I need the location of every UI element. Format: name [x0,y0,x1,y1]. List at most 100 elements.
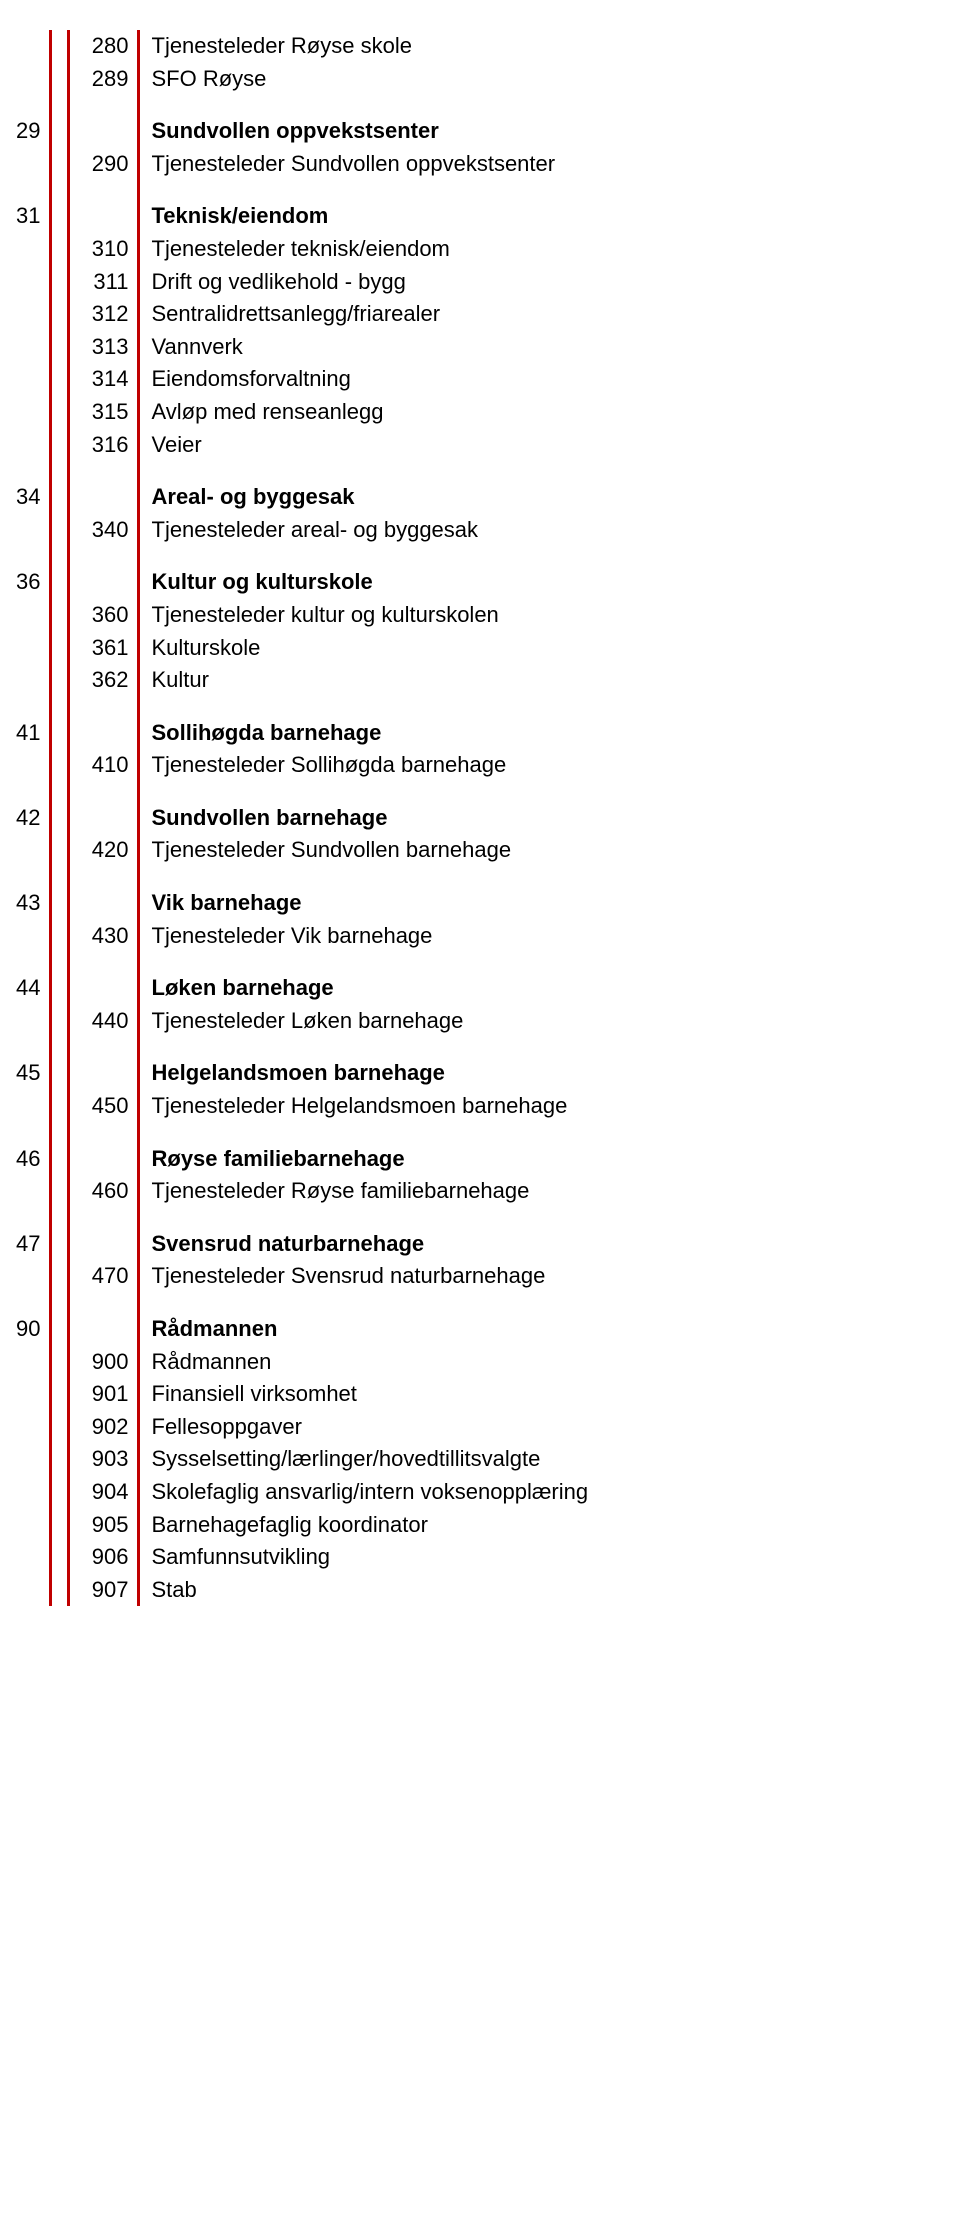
child-code: 314 [68,363,138,396]
outline-row: 907Stab [0,1574,920,1607]
section-heading: Sundvollen barnehage [138,802,920,835]
parent-code [0,697,50,717]
label [138,461,920,481]
outline-row: 361Kulturskole [0,632,920,665]
label [138,1293,920,1313]
item-label: Finansiell virksomhet [138,1378,920,1411]
parent-code [0,180,50,200]
outline-row [0,1037,920,1057]
outline-row [0,782,920,802]
child-code [68,1123,138,1143]
parent-code [0,331,50,364]
parent-code: 43 [0,887,50,920]
item-label: Drift og vedlikehold - bygg [138,266,920,299]
parent-code [0,1260,50,1293]
item-label: Kulturskole [138,632,920,665]
child-code [68,717,138,750]
child-code [68,566,138,599]
child-code: 310 [68,233,138,266]
parent-code [0,546,50,566]
parent-code: 45 [0,1057,50,1090]
child-code: 470 [68,1260,138,1293]
item-label: Tjenesteleder areal- og byggesak [138,514,920,547]
outline-row [0,952,920,972]
child-code: 316 [68,429,138,462]
child-code: 313 [68,331,138,364]
section-heading: Løken barnehage [138,972,920,1005]
child-code: 290 [68,148,138,181]
child-code [68,180,138,200]
child-code: 311 [68,266,138,299]
parent-code [0,1090,50,1123]
section-heading: Sollihøgda barnehage [138,717,920,750]
item-label: Samfunnsutvikling [138,1541,920,1574]
outline-row: 43Vik barnehage [0,887,920,920]
parent-code [0,1541,50,1574]
parent-code [0,1037,50,1057]
outline-row: 430Tjenesteleder Vik barnehage [0,920,920,953]
child-code: 460 [68,1175,138,1208]
item-label: Skolefaglig ansvarlig/intern voksenopplæ… [138,1476,920,1509]
outline-row: 289SFO Røyse [0,63,920,96]
section-heading: Rådmannen [138,1313,920,1346]
item-label: Stab [138,1574,920,1607]
child-code [68,1057,138,1090]
item-label: Tjenesteleder Sundvollen barnehage [138,834,920,867]
outline-row: 42Sundvollen barnehage [0,802,920,835]
label [138,782,920,802]
section-heading: Svensrud naturbarnehage [138,1228,920,1261]
outline-row: 36Kultur og kulturskole [0,566,920,599]
child-code: 903 [68,1443,138,1476]
child-code: 450 [68,1090,138,1123]
child-code [68,887,138,920]
parent-code [0,1443,50,1476]
item-label: Tjenesteleder Røyse skole [138,30,920,63]
parent-code [0,1378,50,1411]
outline-row: 90Rådmannen [0,1313,920,1346]
outline-row: 313Vannverk [0,331,920,364]
parent-code [0,95,50,115]
item-label: Fellesoppgaver [138,1411,920,1444]
outline-row: 311Drift og vedlikehold - bygg [0,266,920,299]
child-code: 289 [68,63,138,96]
child-code [68,972,138,1005]
child-code: 312 [68,298,138,331]
outline-row [0,546,920,566]
item-label: Tjenesteleder teknisk/eiendom [138,233,920,266]
child-code: 440 [68,1005,138,1038]
item-label: Tjenesteleder Sundvollen oppvekstsenter [138,148,920,181]
child-code [68,1293,138,1313]
parent-code: 44 [0,972,50,1005]
item-label: Vannverk [138,331,920,364]
outline-row: 312Sentralidrettsanlegg/friarealer [0,298,920,331]
parent-code [0,396,50,429]
parent-code [0,1005,50,1038]
child-code [68,1037,138,1057]
child-code [68,1143,138,1176]
outline-row: 901Finansiell virksomhet [0,1378,920,1411]
child-code: 361 [68,632,138,665]
child-code: 900 [68,1346,138,1379]
parent-code [0,514,50,547]
parent-code [0,632,50,665]
outline-row: 440Tjenesteleder Løken barnehage [0,1005,920,1038]
child-code: 360 [68,599,138,632]
outline-row: 902Fellesoppgaver [0,1411,920,1444]
outline-row: 290Tjenesteleder Sundvollen oppvekstsent… [0,148,920,181]
parent-code [0,30,50,63]
child-code [68,1313,138,1346]
outline-row: 410Tjenesteleder Sollihøgda barnehage [0,749,920,782]
outline-row: 906Samfunnsutvikling [0,1541,920,1574]
child-code [68,546,138,566]
child-code [68,481,138,514]
outline-row: 420Tjenesteleder Sundvollen barnehage [0,834,920,867]
item-label: Sysselsetting/lærlinger/hovedtillitsvalg… [138,1443,920,1476]
parent-code [0,1293,50,1313]
child-code: 430 [68,920,138,953]
parent-code [0,266,50,299]
item-label: Tjenesteleder Helgelandsmoen barnehage [138,1090,920,1123]
outline-row [0,697,920,717]
parent-code [0,782,50,802]
outline-row [0,461,920,481]
label [138,1037,920,1057]
